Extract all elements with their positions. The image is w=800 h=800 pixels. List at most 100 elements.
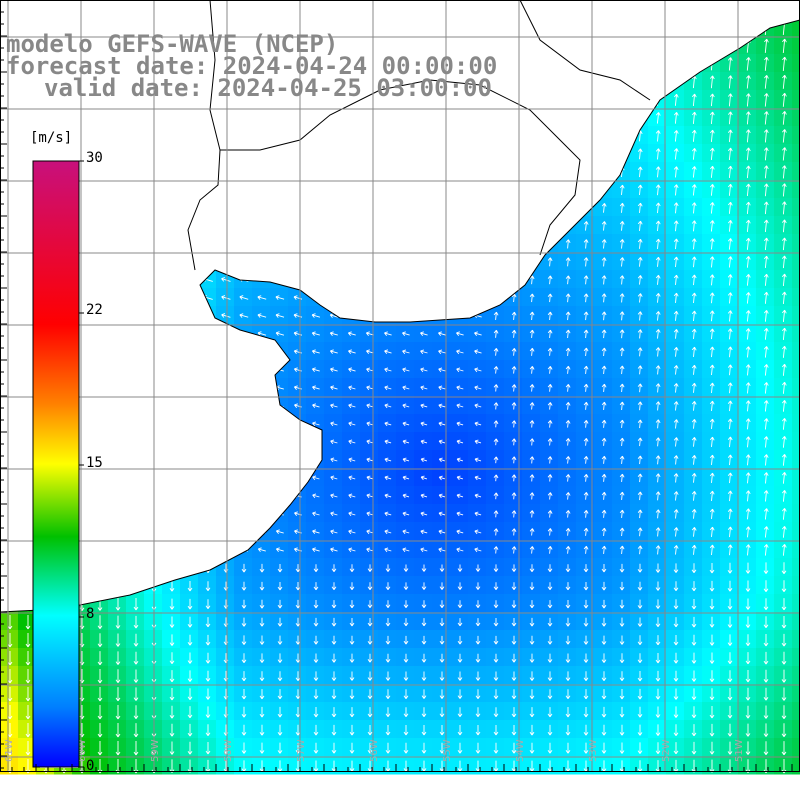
wind-speed-cell <box>522 432 541 451</box>
wind-speed-cell <box>486 630 505 649</box>
wind-arrow <box>763 544 769 556</box>
wind-speed-cell <box>630 216 649 235</box>
wind-speed-cell <box>630 432 649 451</box>
wind-arrow <box>529 528 535 536</box>
wind-speed-cell <box>774 486 793 505</box>
wind-speed-cell <box>540 252 559 271</box>
wind-arrow <box>565 492 571 500</box>
colorbar-tick-30: 30 <box>86 150 103 166</box>
wind-speed-cell <box>360 522 379 541</box>
wind-arrow <box>547 293 553 303</box>
wind-arrow <box>547 546 553 554</box>
wind-arrow <box>709 526 715 537</box>
wind-speed-cell <box>738 702 757 721</box>
wind-speed-cell <box>378 486 397 505</box>
wind-arrow <box>456 475 464 481</box>
wind-speed-cell <box>558 432 577 451</box>
wind-speed-cell <box>162 630 181 649</box>
wind-arrow <box>637 545 643 555</box>
wind-speed-cell <box>360 594 379 613</box>
wind-speed-cell <box>234 648 253 667</box>
wind-speed-cell <box>720 288 739 307</box>
wind-speed-cell <box>720 576 739 595</box>
wind-speed-cell <box>630 414 649 433</box>
wind-speed-cell <box>720 216 739 235</box>
wind-arrow <box>529 402 535 410</box>
wind-speed-cell <box>558 630 577 649</box>
wind-speed-cell <box>126 684 145 703</box>
wind-speed-cell <box>756 252 775 271</box>
wind-arrow <box>493 492 499 500</box>
wind-speed-cell <box>612 270 631 289</box>
wind-speed-cell <box>126 630 145 649</box>
wind-speed-cell <box>558 486 577 505</box>
wind-arrow <box>637 184 643 196</box>
wind-arrow <box>511 293 517 303</box>
wind-arrow <box>565 329 571 339</box>
longitude-label: 59W <box>150 739 161 762</box>
wind-speed-cell <box>666 450 685 469</box>
wind-arrow <box>384 367 392 373</box>
wind-speed-cell <box>720 162 739 181</box>
wind-speed-cell <box>756 612 775 631</box>
wind-speed-cell <box>702 378 721 397</box>
wind-arrow <box>511 420 517 428</box>
wind-speed-cell <box>108 720 127 739</box>
wind-arrow <box>547 438 553 446</box>
wind-speed-cell <box>738 252 757 271</box>
wind-speed-cell <box>342 504 361 523</box>
wind-speed-cell <box>648 162 667 181</box>
wind-arrow <box>727 310 733 322</box>
wind-speed-cell <box>756 648 775 667</box>
wind-speed-cell <box>450 504 469 523</box>
wind-speed-cell <box>270 720 289 739</box>
wind-speed-cell <box>702 306 721 325</box>
wind-speed-cell <box>486 522 505 541</box>
wind-speed-cell <box>702 414 721 433</box>
wind-speed-cell <box>288 306 307 325</box>
wind-arrow <box>565 528 571 536</box>
wind-speed-cell <box>612 468 631 487</box>
wind-speed-cell <box>324 360 343 379</box>
wind-speed-cell <box>594 594 613 613</box>
wind-arrow <box>474 331 482 336</box>
wind-speed-cell <box>468 486 487 505</box>
wind-arrow <box>727 436 733 448</box>
wind-speed-cell <box>216 720 235 739</box>
wind-speed-cell <box>270 324 289 343</box>
wind-speed-cell <box>648 504 667 523</box>
wind-speed-cell <box>450 396 469 415</box>
wind-speed-cell <box>270 630 289 649</box>
wind-arrow <box>366 421 374 427</box>
wind-arrow <box>709 220 715 232</box>
wind-speed-cell <box>360 666 379 685</box>
wind-speed-cell <box>468 684 487 703</box>
wind-speed-cell <box>234 666 253 685</box>
wind-arrow <box>420 385 428 391</box>
wind-arrow <box>763 454 769 466</box>
wind-arrow <box>583 221 589 231</box>
wind-arrow <box>709 508 715 519</box>
wind-speed-cell <box>144 594 163 613</box>
wind-speed-cell <box>630 612 649 631</box>
wind-arrow <box>619 221 625 231</box>
wind-arrow <box>727 111 733 125</box>
wind-speed-cell <box>774 612 793 631</box>
wind-speed-cell <box>432 342 451 361</box>
wind-arrow <box>384 421 392 427</box>
wind-speed-cell <box>450 486 469 505</box>
wind-arrow <box>601 437 607 446</box>
wind-arrow <box>547 311 553 321</box>
wind-speed-cell <box>594 198 613 217</box>
wind-arrow <box>529 366 535 374</box>
wind-speed-cell <box>360 342 379 361</box>
wind-arrow <box>241 563 247 573</box>
wind-speed-cell <box>774 648 793 667</box>
wind-speed-cell <box>756 720 775 739</box>
wind-speed-cell <box>432 540 451 559</box>
wind-speed-cell <box>468 702 487 721</box>
wind-arrow <box>637 509 643 519</box>
wind-speed-cell <box>738 54 757 73</box>
wind-speed-cell <box>522 486 541 505</box>
